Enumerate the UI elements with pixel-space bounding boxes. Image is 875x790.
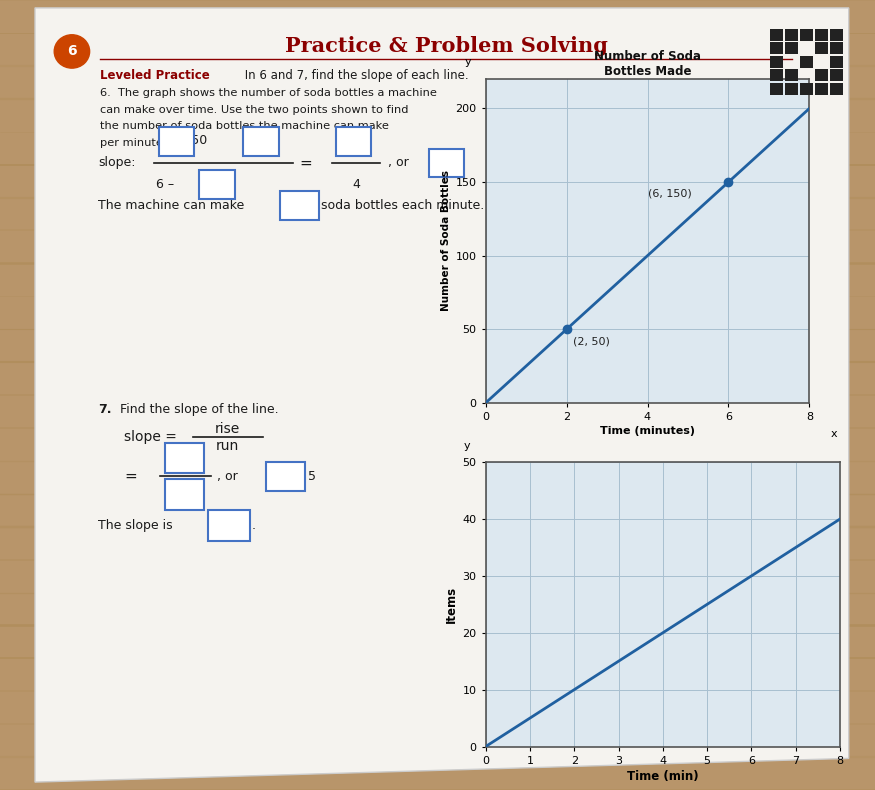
Text: 6 –: 6 – [157, 178, 175, 190]
Point [326, 158, 337, 167]
Bar [800, 83, 813, 95]
Point [155, 472, 165, 481]
Circle shape [54, 35, 89, 68]
Text: .: . [251, 519, 255, 532]
Text: The slope is: The slope is [99, 519, 173, 532]
Text: In 6 and 7, find the slope of each line.: In 6 and 7, find the slope of each line. [241, 69, 469, 82]
Bar [815, 43, 828, 55]
Y-axis label: Number of Soda Bottles: Number of Soda Bottles [441, 171, 452, 311]
FancyBboxPatch shape [280, 191, 319, 220]
Text: per minute.: per minute. [100, 138, 166, 148]
Point [206, 472, 216, 481]
Text: – 50: – 50 [180, 134, 206, 147]
Text: rise: rise [214, 422, 240, 436]
Text: Practice & Problem Solving: Practice & Problem Solving [285, 36, 607, 56]
FancyBboxPatch shape [165, 480, 204, 510]
Bar [770, 83, 783, 95]
Bar [830, 70, 843, 81]
Text: =: = [299, 156, 311, 171]
Text: 4: 4 [352, 178, 360, 190]
Text: y: y [465, 57, 472, 67]
Text: 6.  The graph shows the number of soda bottles a machine: 6. The graph shows the number of soda bo… [100, 88, 437, 98]
Text: can make over time. Use the two points shown to find: can make over time. Use the two points s… [100, 104, 409, 115]
Bar [830, 43, 843, 55]
Text: the number of soda bottles the machine can make: the number of soda bottles the machine c… [100, 121, 389, 131]
Text: slope:: slope: [99, 156, 136, 169]
Bar [830, 29, 843, 41]
FancyBboxPatch shape [159, 127, 194, 156]
Bar [785, 83, 798, 95]
Bar [785, 29, 798, 41]
Bar [830, 83, 843, 95]
FancyBboxPatch shape [429, 149, 464, 177]
Bar [815, 83, 828, 95]
Text: slope =: slope = [124, 430, 177, 444]
Bar [815, 29, 828, 41]
FancyBboxPatch shape [165, 442, 204, 473]
Text: =: = [124, 468, 137, 483]
Bar [770, 29, 783, 41]
Text: (2, 50): (2, 50) [572, 336, 610, 346]
Text: , or: , or [217, 469, 238, 483]
Bar [830, 56, 843, 68]
Bar [800, 29, 813, 41]
Bar [785, 43, 798, 55]
Text: Find the slope of the line.: Find the slope of the line. [120, 403, 279, 416]
Text: y: y [464, 441, 470, 451]
Title: Number of Soda
Bottles Made: Number of Soda Bottles Made [594, 50, 701, 78]
X-axis label: Time (minutes): Time (minutes) [600, 426, 695, 436]
Point [288, 158, 298, 167]
Text: 6: 6 [67, 44, 77, 58]
Text: (6, 150): (6, 150) [648, 189, 691, 199]
Point [257, 432, 268, 442]
Text: 5: 5 [308, 469, 316, 483]
Bar [800, 56, 813, 68]
Bar [770, 70, 783, 81]
FancyBboxPatch shape [336, 127, 371, 156]
Point [375, 158, 386, 167]
Bar [815, 70, 828, 81]
Text: , or: , or [388, 156, 409, 169]
Text: Leveled Practice: Leveled Practice [100, 69, 210, 82]
FancyBboxPatch shape [266, 461, 304, 491]
FancyBboxPatch shape [200, 170, 234, 198]
Point [149, 158, 159, 167]
Text: The machine can make: The machine can make [99, 199, 245, 212]
Bar [770, 56, 783, 68]
Text: run: run [215, 438, 239, 453]
Bar [785, 70, 798, 81]
Y-axis label: Items: Items [445, 586, 458, 623]
Point [187, 432, 198, 442]
Text: 7.: 7. [99, 403, 112, 416]
Bar [770, 43, 783, 55]
Text: soda bottles each minute.: soda bottles each minute. [321, 199, 485, 212]
X-axis label: Time (min): Time (min) [627, 769, 698, 783]
FancyBboxPatch shape [243, 127, 279, 156]
Text: x: x [830, 430, 837, 439]
FancyBboxPatch shape [208, 510, 250, 540]
